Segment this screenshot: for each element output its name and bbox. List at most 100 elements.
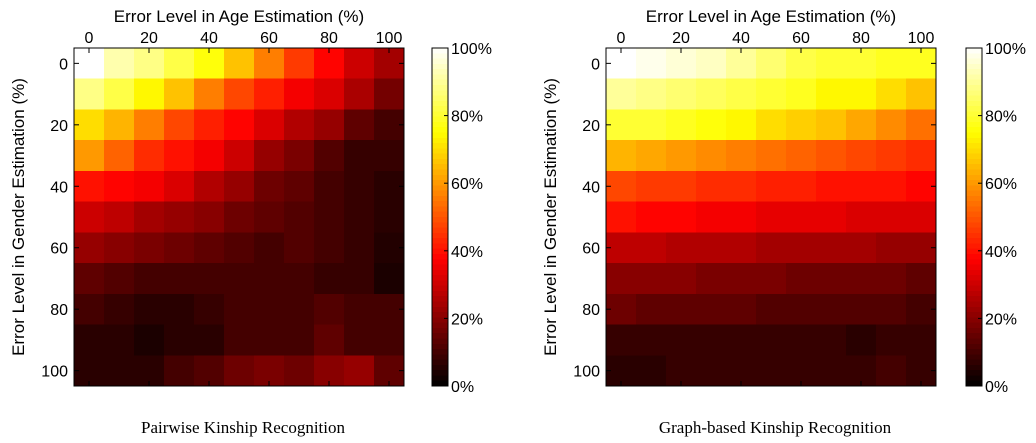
colorbar-step [432,48,448,54]
heatmap-cell [726,201,757,233]
heatmap-cell [74,78,105,111]
heatmap-cell [726,78,757,111]
colorbar-frame [431,47,449,387]
heatmap-cell [74,293,105,326]
colorbar-step [432,58,448,65]
heatmap-cell [104,201,135,233]
colorbar-step [432,349,448,355]
colorbar-step [432,164,448,171]
colorbar-step [966,190,982,197]
heatmap-cell [756,324,787,356]
colorbar-step [966,354,982,361]
heatmap-cell [696,201,727,233]
heatmap-cell [374,140,405,172]
colorbar-step [966,95,982,102]
colorbar-step [966,364,982,371]
heatmap-cell [846,170,877,203]
colorbar-step [432,143,448,149]
colorbar-step [432,259,448,266]
colorbar-step [966,148,982,155]
colorbar-step [966,153,982,160]
heatmap-cell [254,48,285,80]
heatmap-cell [906,201,937,233]
heatmap-cell [846,78,877,111]
heatmap-cell [254,263,285,295]
heatmap-cell [606,232,637,264]
heatmap-cell [786,140,817,172]
colorbar-step [432,227,448,234]
heatmap-cell [374,324,405,356]
heatmap-cell [666,232,697,264]
heatmap-cell [666,140,697,172]
colorbar-step [432,343,448,350]
colorbar-step [966,285,982,292]
x-tick-label: 80 [852,30,870,47]
heatmap-cell [876,232,907,264]
colorbar-tick-label: 20% [985,311,1017,328]
heatmap-cell [284,170,315,203]
heatmap-cell [726,263,757,295]
colorbar-tick-label: 100% [451,41,492,58]
y-tick-label: 100 [41,364,68,381]
heatmap-cell [344,109,375,141]
heatmap-cell [284,48,315,80]
heatmap-cell [104,232,135,264]
colorbar-step [966,111,982,118]
heatmap-cell [344,48,375,80]
heatmap-cell [756,293,787,326]
heatmap-cell [224,48,255,80]
y-tick-label: 40 [50,179,68,196]
caption-graph-based: Graph-based Kinship Recognition [659,418,892,437]
colorbar-tick-label: 40% [985,244,1017,261]
colorbar-step [966,195,982,202]
heatmap-cell [164,48,195,80]
heatmap-cell [786,324,817,356]
heatmap-panel-graph-based: Graph-based Kinship Recognition 0 20 40 60 8… [541,7,1026,437]
colorbar-step [432,84,448,91]
colorbar-step [966,158,982,165]
heatmap-cell [194,263,225,295]
colorbar-step [432,153,448,160]
colorbar-step [432,375,448,382]
colorbar-step [432,232,448,239]
x-axis-label: Error Level in Age Estimation (%) [646,7,896,26]
heatmap-cell [314,48,345,80]
heatmap-cell [224,263,255,295]
heatmap-cell [756,48,787,80]
x-tick-label: 20 [140,30,158,47]
colorbar-tick-label: 80% [985,109,1017,126]
y-tick-label: 0 [59,56,68,73]
heatmap-cell [344,201,375,233]
heatmap-cell [224,293,255,326]
heatmap-cell [254,293,285,326]
colorbar-step [432,301,448,308]
colorbar-step [432,264,448,271]
heatmap-cell [876,263,907,295]
heatmap-cell [816,263,847,295]
heatmap-cell [104,170,135,203]
heatmap-cell [816,232,847,264]
heatmap-cell [696,293,727,326]
heatmap-cell [284,140,315,172]
heatmap-cell [696,48,727,80]
heatmap-cell [786,170,817,203]
colorbar-step [966,290,982,297]
colorbar-step [966,84,982,91]
heatmap-cell [74,232,105,264]
colorbar-step [966,53,982,60]
colorbar-step [966,143,982,149]
heatmap-cell [314,170,345,203]
heatmap-cell [344,293,375,326]
x-axis-label: Error Level in Age Estimation (%) [114,7,364,26]
x-tick-label: 0 [85,30,94,47]
heatmap-cell [284,109,315,141]
heatmap-cell [906,324,937,356]
heatmap-cell [164,293,195,326]
colorbar-step [432,217,448,223]
colorbar-step [966,63,982,70]
heatmap-cell [134,140,165,172]
colorbar-step [432,121,448,128]
heatmap-cell [284,293,315,326]
colorbar-step [966,238,982,245]
colorbar-step [432,69,448,76]
